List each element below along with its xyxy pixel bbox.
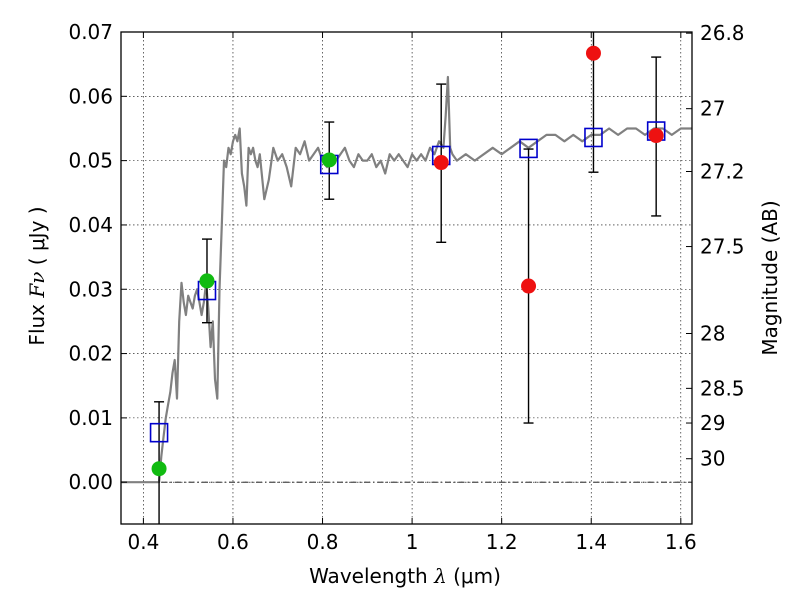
x-tick-label: 0.8	[307, 530, 339, 554]
right-tick-label: 28	[700, 322, 725, 346]
y-tick-label: 0.05	[68, 149, 113, 173]
x-tick-label: 1.4	[575, 530, 607, 554]
marker-layer	[149, 45, 666, 477]
model-photometry-square	[584, 127, 603, 148]
y-tick-label: 0.01	[68, 406, 113, 430]
right-axis-label: Magnitude (AB)	[758, 200, 782, 355]
y-tick-label: 0.03	[68, 277, 113, 301]
x-tick-label: 1	[406, 530, 419, 554]
y-tick-label: 0.07	[68, 20, 113, 44]
spectrum-layer	[121, 75, 692, 484]
detection-point	[151, 461, 167, 477]
tick-layer: 0.4 0.6 0.8 1 1.2 1.4 1.6 0.00 0.01 0.02 0.03 0.04 0…	[68, 20, 744, 554]
right-tick-label: 26.8	[700, 21, 745, 45]
y-tick-label: 0.02	[68, 342, 113, 366]
right-tick-label: 29	[700, 411, 725, 435]
right-tick-label: 27	[700, 97, 725, 121]
low-sn-point	[433, 155, 449, 171]
detection-point	[321, 152, 337, 168]
right-tick-label: 27.5	[700, 235, 745, 259]
y-tick-label: 0.00	[68, 470, 113, 494]
low-sn-point	[521, 278, 537, 294]
model-spectrum-line	[121, 75, 692, 484]
detection-point	[199, 273, 215, 289]
x-tick-label: 1.6	[665, 530, 697, 554]
y-axis-label: Flux Fν ( μJy )	[25, 206, 49, 345]
model-photometry-square	[519, 138, 538, 159]
plot-frame	[120, 31, 693, 525]
x-tick-label: 1.2	[486, 530, 518, 554]
right-tick-label: 30	[700, 447, 725, 471]
right-tick-label: 28.5	[700, 376, 745, 400]
y-tick-label: 0.06	[68, 84, 113, 108]
right-tick-label: 27.2	[700, 159, 745, 183]
low-sn-point	[648, 128, 664, 144]
x-axis-label: Wavelength λ (μm)	[309, 564, 501, 588]
low-sn-point	[585, 45, 601, 61]
error-bar-layer	[154, 32, 662, 524]
y-tick-label: 0.04	[68, 213, 113, 237]
x-tick-label: 0.4	[127, 530, 159, 554]
x-tick-label: 0.6	[217, 530, 249, 554]
model-photometry-square	[149, 422, 169, 443]
